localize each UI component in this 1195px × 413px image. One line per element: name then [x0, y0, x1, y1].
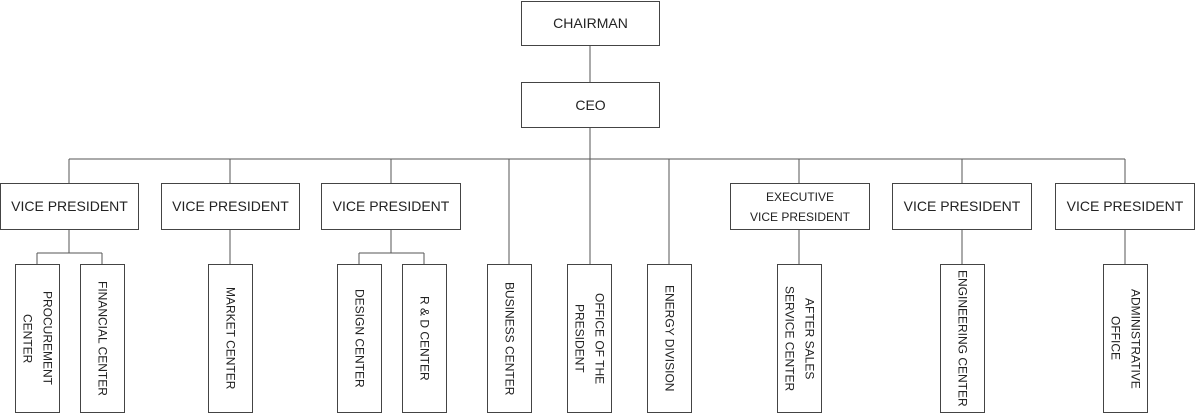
- node-label: FINANCIAL CENTER: [95, 281, 110, 396]
- node-label: ENGINEERING CENTER: [955, 270, 970, 407]
- org-node: MARKET CENTER: [208, 264, 253, 413]
- node-label: OFFICE: [1108, 316, 1123, 361]
- org-node: FINANCIAL CENTER: [80, 264, 125, 413]
- node-label: PROCUREMENT: [40, 291, 55, 386]
- org-node: ENERGY DIVISION: [647, 264, 692, 413]
- node-label: CHAIRMAN: [553, 15, 628, 31]
- node-label: CEO: [575, 96, 606, 113]
- org-node: PROCUREMENT CENTER: [15, 264, 60, 413]
- org-node: VICE PRESIDENT: [161, 183, 300, 230]
- org-node: R & D CENTER: [402, 264, 447, 413]
- org-node: CEO: [521, 82, 660, 128]
- node-label: DESIGN CENTER: [352, 289, 367, 388]
- node-label: EXECUTIVE: [765, 189, 834, 204]
- node-label: VICE PRESIDENT: [172, 198, 289, 214]
- org-node: CHAIRMAN: [521, 1, 660, 46]
- node-label: AFTER SALES: [802, 297, 817, 380]
- node-label: CENTER: [20, 313, 35, 364]
- node-label: VICE PRESIDENT: [11, 198, 128, 214]
- org-node: VICE PRESIDENT: [0, 183, 139, 230]
- org-node: OFFICE OF THE PRESIDENT: [567, 264, 612, 413]
- node-label: BUSINESS CENTER: [502, 281, 517, 396]
- node-label: OFFICE OF THE: [592, 292, 607, 385]
- org-node: DESIGN CENTER: [337, 264, 382, 413]
- org-node: VICE PRESIDENT: [892, 183, 1032, 230]
- node-label: ADMINISTRATIVE: [1128, 288, 1143, 389]
- node-label: VICE PRESIDENT: [903, 198, 1021, 214]
- org-node: ENGINEERING CENTER: [940, 264, 985, 413]
- node-label: VICE PRESIDENT: [749, 209, 851, 224]
- node-label: R & D CENTER: [417, 296, 432, 381]
- org-node: VICE PRESIDENT: [321, 183, 461, 230]
- org-node: ADMINISTRATIVE OFFICE: [1103, 264, 1148, 413]
- node-label: MARKET CENTER: [223, 287, 238, 390]
- node-label: VICE PRESIDENT: [1066, 198, 1184, 214]
- org-node: EXECUTIVE VICE PRESIDENT: [730, 183, 870, 230]
- org-node: AFTER SALES SERVICE CENTER: [777, 264, 822, 413]
- org-node: VICE PRESIDENT: [1055, 183, 1195, 230]
- node-label: PRESIDENT: [572, 304, 587, 373]
- node-label: VICE PRESIDENT: [332, 198, 450, 214]
- node-label: ENERGY DIVISION: [662, 285, 677, 392]
- org-node: BUSINESS CENTER: [487, 264, 532, 413]
- node-label: SERVICE CENTER: [782, 285, 797, 392]
